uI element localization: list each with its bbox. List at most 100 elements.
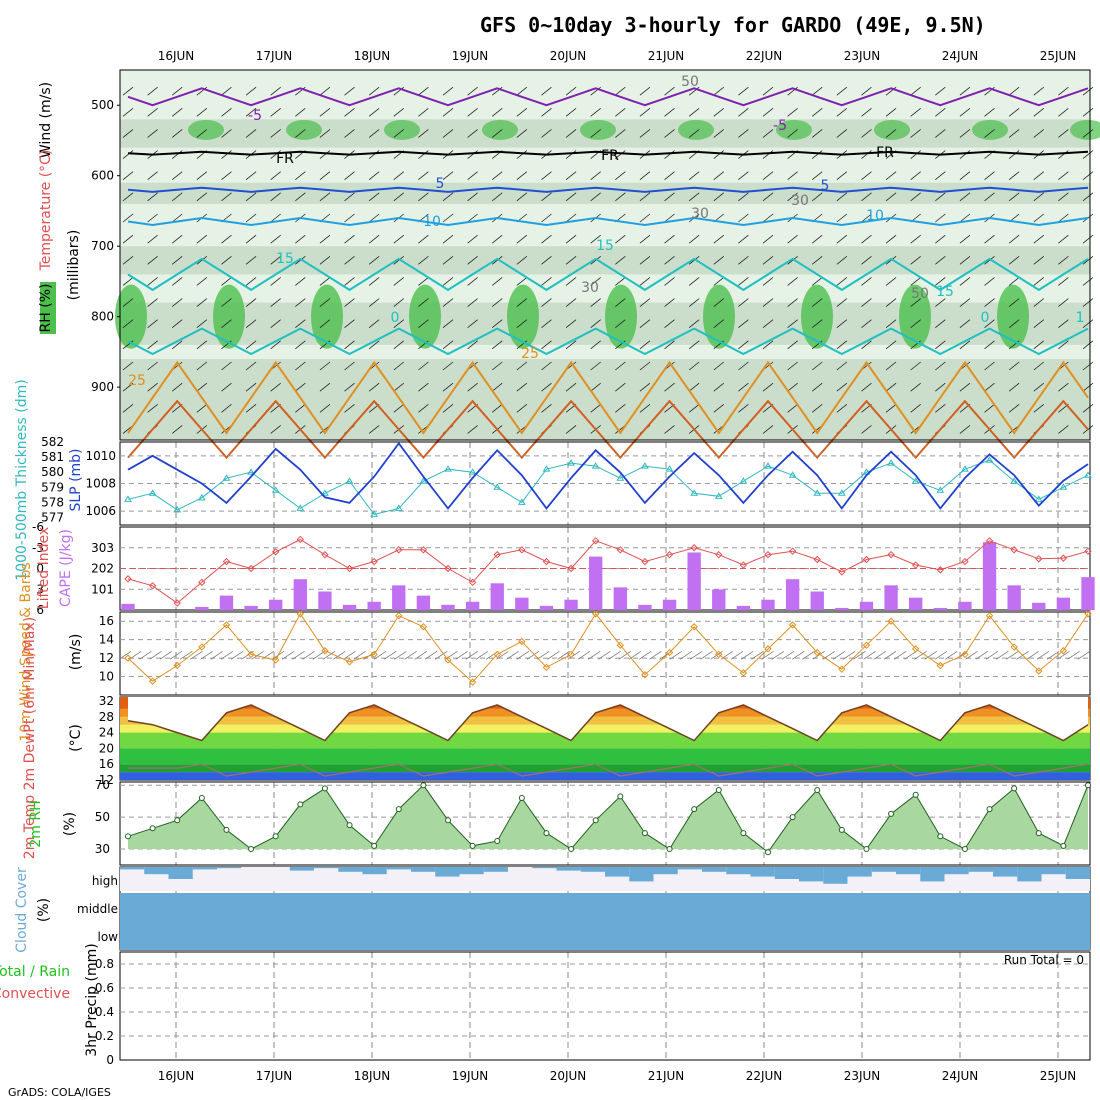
rh2m-series-point bbox=[395, 806, 402, 813]
wind-barb bbox=[713, 234, 725, 244]
isoline-label: 15 bbox=[936, 284, 954, 300]
date-label-top: 17JUN bbox=[256, 49, 293, 63]
pressure-tick-label: 800 bbox=[91, 310, 114, 324]
wind-barb bbox=[245, 129, 257, 138]
wind-barb bbox=[565, 425, 577, 434]
rh2m-series-point bbox=[740, 830, 747, 837]
cape-bar bbox=[736, 605, 751, 610]
wind-barb bbox=[491, 340, 503, 350]
wind-barb bbox=[418, 86, 429, 96]
wind-barb bbox=[861, 213, 872, 223]
wind-barb bbox=[332, 651, 346, 660]
temp2m-unit: (°C) bbox=[68, 724, 84, 752]
wind-barb bbox=[541, 213, 552, 223]
wind-barb bbox=[787, 192, 798, 202]
date-label-top: 18JUN bbox=[354, 49, 391, 63]
wind-barb bbox=[221, 107, 232, 117]
pressure-tick-label: 600 bbox=[91, 169, 114, 183]
wind-barb bbox=[689, 651, 703, 660]
cloud-level-label: high bbox=[92, 874, 118, 888]
wind-barb bbox=[319, 171, 331, 181]
wind-barb bbox=[984, 129, 995, 138]
wind-barb bbox=[147, 382, 158, 392]
wind-barb bbox=[196, 255, 208, 265]
wind-barb bbox=[171, 298, 183, 307]
wind-speed-series-point bbox=[321, 647, 329, 655]
wind-barb bbox=[811, 319, 823, 329]
wind-barb bbox=[491, 361, 503, 371]
rh-band bbox=[120, 182, 1090, 204]
wind-speed-series-point bbox=[862, 641, 871, 649]
wind-barb bbox=[270, 425, 281, 434]
wind10-unit: (m/s) bbox=[68, 634, 84, 671]
freezing-level-line bbox=[127, 150, 1089, 156]
cloud-high-bar bbox=[1017, 867, 1042, 882]
wind-barb bbox=[615, 298, 626, 307]
wind-barb bbox=[434, 651, 448, 660]
wind-speed-series-point bbox=[936, 661, 945, 670]
thickness-series-point bbox=[985, 456, 994, 463]
wind-barb bbox=[861, 277, 872, 286]
cape-bar bbox=[416, 595, 431, 610]
wind-barb bbox=[664, 150, 675, 159]
wind-barb bbox=[664, 340, 675, 350]
wind-barb bbox=[196, 361, 208, 371]
wind-barb bbox=[424, 651, 438, 660]
wind-barb bbox=[442, 298, 454, 307]
wind-barb bbox=[639, 192, 651, 202]
wind-barb bbox=[861, 192, 872, 202]
temp-tick: 16 bbox=[99, 757, 114, 771]
lifted-index-series-point bbox=[419, 546, 428, 554]
wind-barb bbox=[984, 277, 995, 286]
wind-barb bbox=[241, 651, 254, 660]
lifted-index-series-point bbox=[1035, 555, 1043, 563]
thickness-series-point bbox=[764, 462, 772, 469]
wind-barb bbox=[221, 361, 232, 371]
wind-barb bbox=[910, 86, 921, 96]
lifted-index-series-point bbox=[715, 550, 723, 559]
wind-barb bbox=[935, 361, 946, 371]
wind-barb bbox=[791, 651, 805, 660]
wind-barb bbox=[368, 107, 380, 117]
wind-barb bbox=[688, 298, 700, 307]
cloud-high-bar bbox=[799, 867, 824, 882]
rh-band bbox=[120, 302, 1090, 345]
wind-barb bbox=[393, 319, 405, 329]
panel-labels: 16JUN 16JUN 17JUN 17JUN 18JUN 18JUN 19JUN 19JUN… bbox=[0, 49, 1084, 1083]
wind-barb bbox=[122, 298, 134, 307]
wind-barb bbox=[147, 129, 158, 138]
wind-barb bbox=[590, 255, 601, 265]
wind-barb bbox=[516, 651, 530, 660]
wind-barb bbox=[762, 425, 774, 434]
wind-speed-series-point bbox=[887, 617, 895, 625]
cape-bar bbox=[539, 605, 554, 610]
wind-barb bbox=[577, 651, 591, 660]
wind-barb bbox=[885, 129, 897, 138]
rh2m-series-point bbox=[198, 794, 205, 801]
thickness-series-point bbox=[468, 468, 477, 475]
wind-barb bbox=[935, 86, 946, 96]
thickness-series-point bbox=[542, 465, 551, 472]
wind-barb bbox=[442, 213, 454, 223]
cloud-high-bar bbox=[993, 867, 1018, 877]
lifted-index-series-point bbox=[690, 544, 698, 552]
wind-barb bbox=[1058, 319, 1069, 329]
thickness-series-point bbox=[641, 462, 649, 469]
wind-barb bbox=[221, 319, 232, 329]
wind-barb bbox=[491, 129, 503, 138]
wind-barb bbox=[541, 319, 552, 329]
wind-barb bbox=[910, 255, 921, 265]
lifted-index-series-point bbox=[911, 561, 920, 569]
wind-barb bbox=[368, 382, 380, 392]
cape-bar bbox=[1032, 602, 1046, 610]
wind-barb bbox=[615, 107, 626, 117]
lifted-index-series-point bbox=[296, 535, 305, 544]
wind-barb bbox=[1058, 213, 1069, 223]
wind-barb bbox=[1033, 192, 1045, 202]
wind-barb bbox=[885, 107, 897, 117]
wind-barb bbox=[368, 86, 380, 96]
date-label-bottom: 18JUN bbox=[354, 1069, 391, 1083]
wind-barb bbox=[245, 382, 257, 392]
wind-speed-series-point bbox=[148, 677, 157, 685]
lifted-index-series-point bbox=[764, 550, 772, 559]
